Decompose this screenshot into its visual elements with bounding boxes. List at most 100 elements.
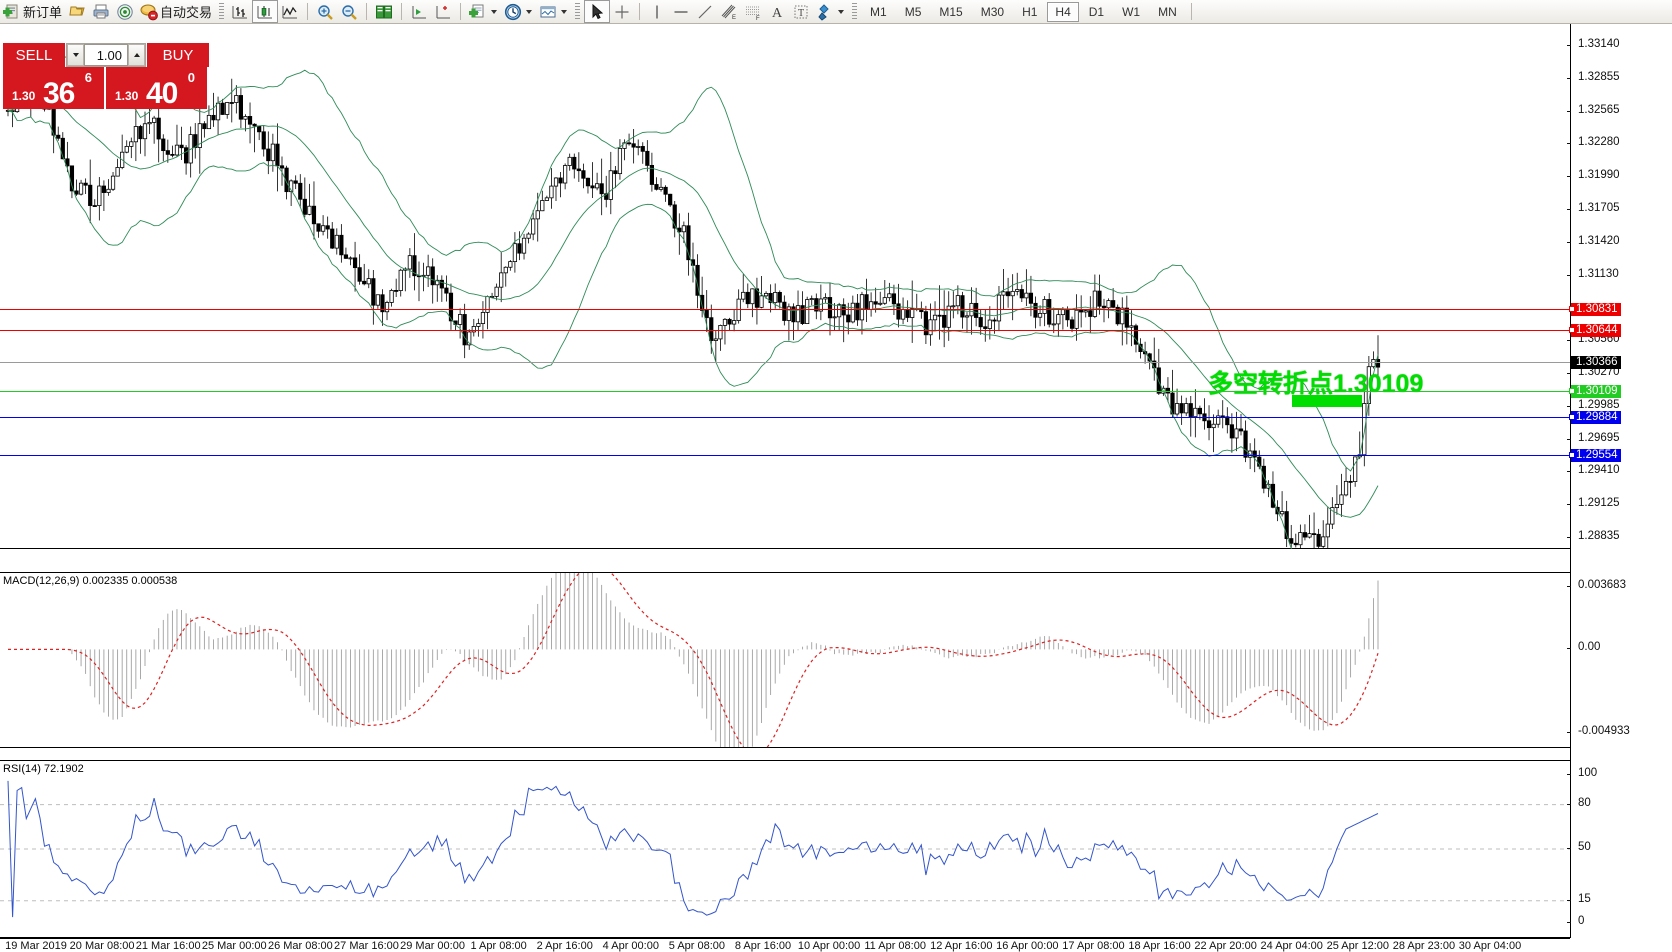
price-level-handle[interactable] <box>1569 305 1575 312</box>
volume-increase-button[interactable] <box>128 44 145 66</box>
auto-scroll-icon <box>434 3 452 21</box>
chart-shift-button[interactable] <box>407 1 431 22</box>
price-tag[interactable]: 1.30366 <box>1571 356 1621 370</box>
timeframe-h4[interactable]: H4 <box>1047 1 1079 22</box>
equidistant-channel-icon: E <box>720 3 738 21</box>
shapes-dropdown[interactable] <box>838 9 845 14</box>
price-axis-tick: 1.29985 <box>1567 399 1620 411</box>
price-level-handle[interactable] <box>1569 327 1575 334</box>
macd-label: MACD(12,26,9) 0.002335 0.000538 <box>3 575 178 587</box>
timeframe-w1[interactable]: W1 <box>1122 4 1141 19</box>
price-tag[interactable]: 1.29884 <box>1571 411 1621 425</box>
shapes-button[interactable] <box>813 1 837 22</box>
zoom-in-button[interactable] <box>313 1 337 22</box>
buy-price-big: 40 <box>146 77 178 110</box>
price-level-handle[interactable] <box>1569 388 1575 395</box>
price-level-handle[interactable] <box>1569 414 1575 421</box>
time-axis-label: 28 Apr 23:00 <box>1392 940 1456 952</box>
macd-histogram <box>62 573 1379 747</box>
toolbar-separator <box>460 3 462 20</box>
printer-icon <box>92 3 110 21</box>
toolbar-grip[interactable] <box>852 2 858 21</box>
macd-pane: MACD(12,26,9) 0.002335 0.000538 <box>0 572 1570 748</box>
toolbar-grip[interactable] <box>219 2 225 21</box>
trendline-button[interactable] <box>693 1 717 22</box>
folder-button[interactable] <box>65 1 89 22</box>
buy-price-box[interactable]: 1.30 40 0 <box>106 67 207 110</box>
timeframe-d1[interactable]: D1 <box>1088 4 1105 19</box>
time-axis-label: 30 Apr 04:00 <box>1458 940 1522 952</box>
auto-scroll-button[interactable] <box>431 1 455 22</box>
templates-dropdown[interactable] <box>561 9 568 14</box>
price-tag[interactable]: 1.30644 <box>1571 324 1621 338</box>
add-indicator-dropdown[interactable] <box>491 9 498 14</box>
price-tag[interactable]: 1.29554 <box>1571 448 1621 462</box>
time-axis-label: 20 Mar 08:00 <box>69 940 135 952</box>
price-tag[interactable]: 1.30831 <box>1571 302 1621 316</box>
price-axis-tick: 1.29410 <box>1567 464 1620 476</box>
price-level-line[interactable] <box>0 451 1575 458</box>
time-axis-label: 1 Apr 08:00 <box>470 940 527 952</box>
sell-price-big: 36 <box>43 77 75 110</box>
autotrade-label: 自动交易 <box>160 5 213 20</box>
period-dropdown[interactable] <box>526 9 533 14</box>
timeframe-mn[interactable]: MN <box>1158 4 1177 19</box>
timeframe-m5[interactable]: M5 <box>904 4 922 19</box>
annotation-highlight-box <box>1292 395 1362 407</box>
volume-decrease-button[interactable] <box>67 44 84 66</box>
signal-button[interactable] <box>113 1 137 22</box>
timeframe-h1[interactable]: H1 <box>1022 4 1038 19</box>
price-level-line[interactable] <box>0 305 1575 312</box>
price-level-line[interactable] <box>0 414 1575 421</box>
sell-price-box[interactable]: 1.30 36 6 <box>3 67 104 110</box>
text-label-button[interactable]: T <box>789 1 813 22</box>
horizontal-line-button[interactable] <box>669 1 693 22</box>
sell-button[interactable]: SELL <box>3 43 65 67</box>
vertical-line-button[interactable] <box>645 1 669 22</box>
toolbar-grip[interactable] <box>575 2 581 21</box>
bar-chart-button[interactable] <box>228 1 252 22</box>
price-level-handle[interactable] <box>1569 451 1575 458</box>
cursor-button[interactable] <box>584 0 611 23</box>
text-button[interactable]: A <box>765 1 789 22</box>
volume-input[interactable]: 1.00 <box>84 44 128 66</box>
price-axis-tick: 1.31990 <box>1567 169 1620 181</box>
zoom-out-button[interactable] <box>337 1 361 22</box>
time-axis[interactable]: 19 Mar 2019 20 Mar 08:00 21 Mar 16:00 25 Ma… <box>0 938 1570 952</box>
add-indicator-button[interactable] <box>466 1 490 22</box>
templates-button[interactable] <box>536 1 560 22</box>
price-level-line[interactable] <box>0 388 1575 395</box>
svg-text:A: A <box>772 6 783 21</box>
print-button[interactable] <box>89 1 113 22</box>
fibonacci-icon: F <box>744 3 762 21</box>
svg-text:T: T <box>798 8 804 19</box>
period-button[interactable] <box>501 1 525 22</box>
new-order-label: 新订单 <box>23 5 63 20</box>
price-axis-tick: 1.33140 <box>1567 38 1620 50</box>
time-axis-label: 8 Apr 16:00 <box>734 940 792 952</box>
fibonacci-button[interactable]: F <box>741 1 765 22</box>
price-level-line[interactable] <box>0 327 1575 334</box>
timeframe-m15[interactable]: M15 <box>939 4 963 19</box>
timeframe-m30[interactable]: M30 <box>980 4 1005 19</box>
signal-icon <box>116 3 134 21</box>
volume-stepper[interactable]: 1.00 <box>66 43 146 67</box>
rsi-chart-canvas <box>0 780 1570 918</box>
one-click-trading-panel: SELL 1.00 BUY 1.30 36 6 1.30 40 0 <box>3 43 209 110</box>
new-order-button[interactable]: 新订单 <box>0 1 65 22</box>
equidistant-channel-button[interactable]: E <box>717 1 741 22</box>
price-axis-tick: 1.32855 <box>1567 71 1620 83</box>
toolbar-separator <box>639 3 641 20</box>
crosshair-button[interactable] <box>610 1 634 22</box>
text-label-icon: T <box>792 3 810 21</box>
line-chart-button[interactable] <box>278 1 302 22</box>
crosshair-icon <box>613 3 631 21</box>
price-tag[interactable]: 1.30109 <box>1571 385 1621 399</box>
candlestick-chart-button[interactable] <box>252 0 279 23</box>
price-level-line[interactable] <box>0 362 1570 364</box>
timeframe-m1[interactable]: M1 <box>870 4 887 19</box>
zoom-out-icon <box>340 3 358 21</box>
buy-button[interactable]: BUY <box>147 43 209 67</box>
tile-windows-button[interactable] <box>372 1 396 22</box>
autotrade-button[interactable]: 自动交易 <box>137 1 215 22</box>
